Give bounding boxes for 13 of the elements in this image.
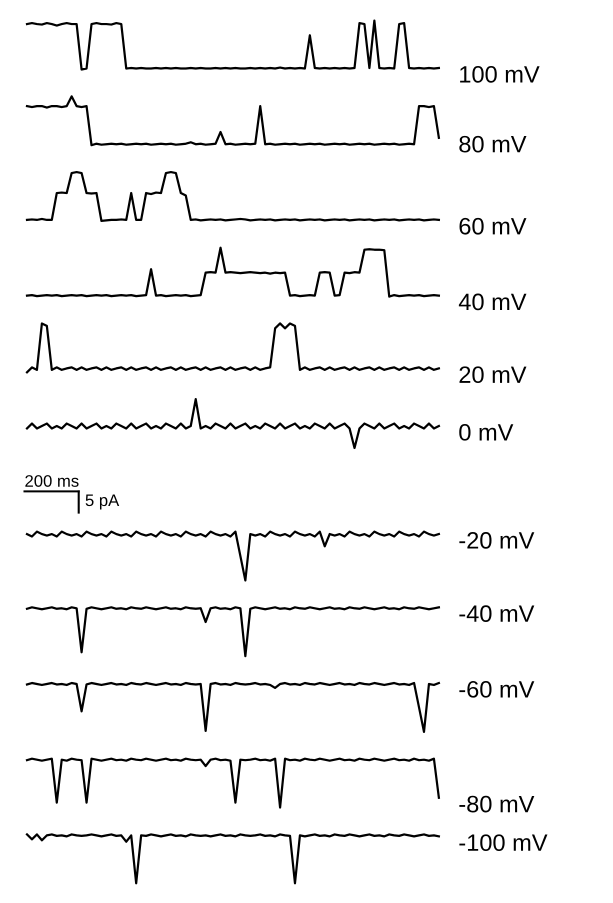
series-label: -20 mV <box>459 532 534 549</box>
series-label: -40 mV <box>459 605 534 622</box>
series-label: 40 mV <box>458 294 526 310</box>
series-label: 60 mV <box>460 218 526 235</box>
series-label: -80 mV <box>459 796 534 812</box>
series-label: -100 mV <box>459 834 548 852</box>
series-label: 0 mV <box>459 424 514 441</box>
series-label: 100 mV <box>460 66 540 83</box>
series-label: 80 mV <box>459 136 526 153</box>
text: 5 pA <box>86 494 120 510</box>
series-label: 20 mV <box>460 366 526 384</box>
series-label: -60 mV <box>459 680 534 698</box>
text: 200 ms <box>25 475 79 487</box>
